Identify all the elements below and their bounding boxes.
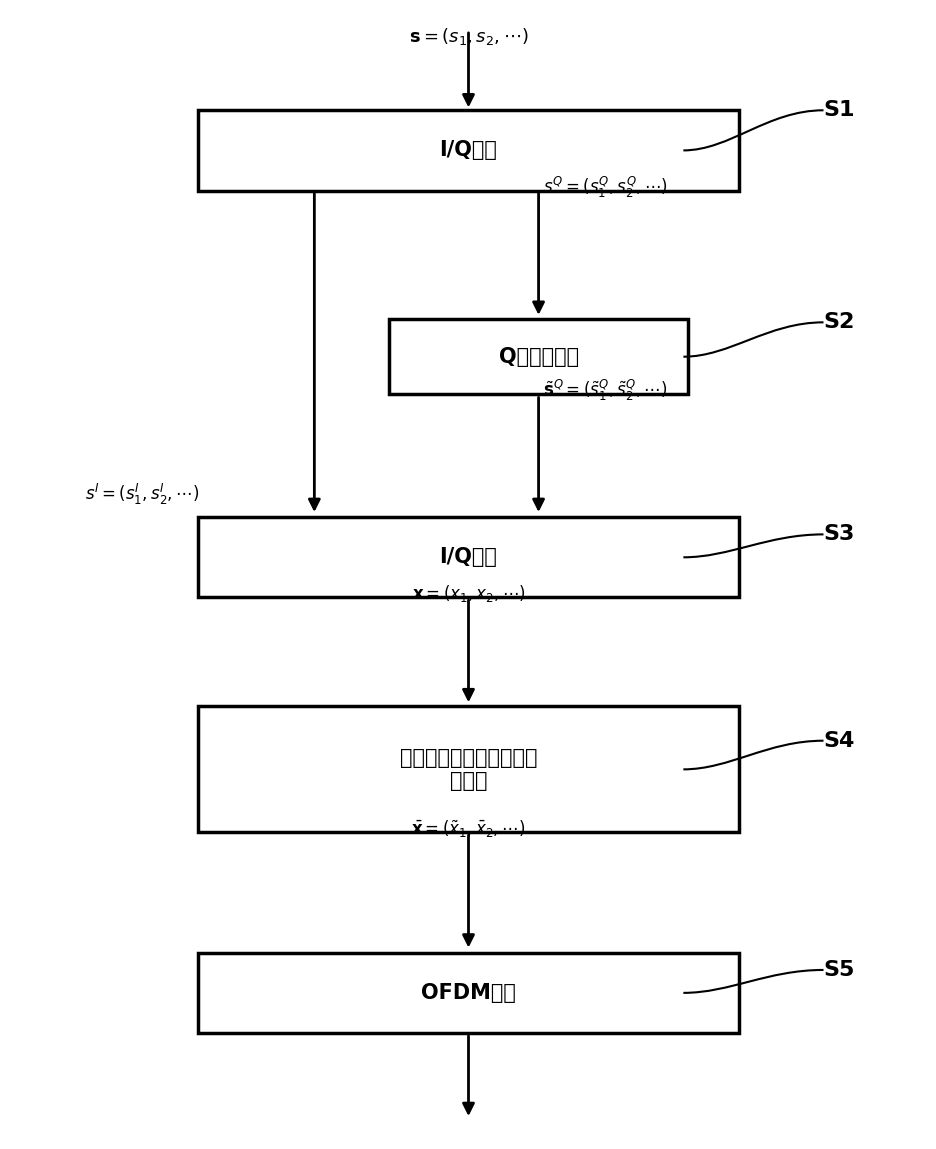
Text: $\tilde{\mathbf{s}}^Q=(\tilde{s}_1^Q,\tilde{s}_2^Q,\cdots)$: $\tilde{\mathbf{s}}^Q=(\tilde{s}_1^Q,\ti…: [543, 377, 666, 402]
FancyBboxPatch shape: [197, 707, 739, 832]
Text: S3: S3: [823, 524, 854, 545]
Text: S4: S4: [823, 731, 854, 750]
Text: OFDM调制: OFDM调制: [420, 982, 516, 1003]
Text: $\bar{\mathbf{x}}=(\tilde{x}_1,\bar{x}_2,\cdots)$: $\bar{\mathbf{x}}=(\tilde{x}_1,\bar{x}_2…: [411, 819, 525, 840]
Text: Q路分组交织: Q路分组交织: [498, 347, 578, 367]
FancyBboxPatch shape: [197, 110, 739, 191]
Text: I/Q分离: I/Q分离: [439, 140, 497, 161]
Text: $\mathbf{s}=(s_1,s_2,\cdots)$: $\mathbf{s}=(s_1,s_2,\cdots)$: [408, 26, 528, 47]
Text: I/Q合并: I/Q合并: [439, 547, 497, 568]
Text: S5: S5: [823, 959, 854, 980]
FancyBboxPatch shape: [197, 953, 739, 1033]
Text: S1: S1: [823, 100, 854, 121]
Text: S2: S2: [823, 313, 854, 332]
FancyBboxPatch shape: [388, 319, 687, 394]
FancyBboxPatch shape: [197, 517, 739, 597]
Text: 块交织或子块循环移位的
块交织: 块交织或子块循环移位的 块交织: [400, 748, 536, 791]
Text: $s^I=(s_1^I,s_2^I,\cdots)$: $s^I=(s_1^I,s_2^I,\cdots)$: [85, 481, 199, 507]
Text: $s^Q=(s_1^Q,s_2^Q,\cdots)$: $s^Q=(s_1^Q,s_2^Q,\cdots)$: [543, 173, 667, 200]
Text: $\mathbf{x}=(x_1,x_2,\cdots)$: $\mathbf{x}=(x_1,x_2,\cdots)$: [411, 584, 525, 604]
